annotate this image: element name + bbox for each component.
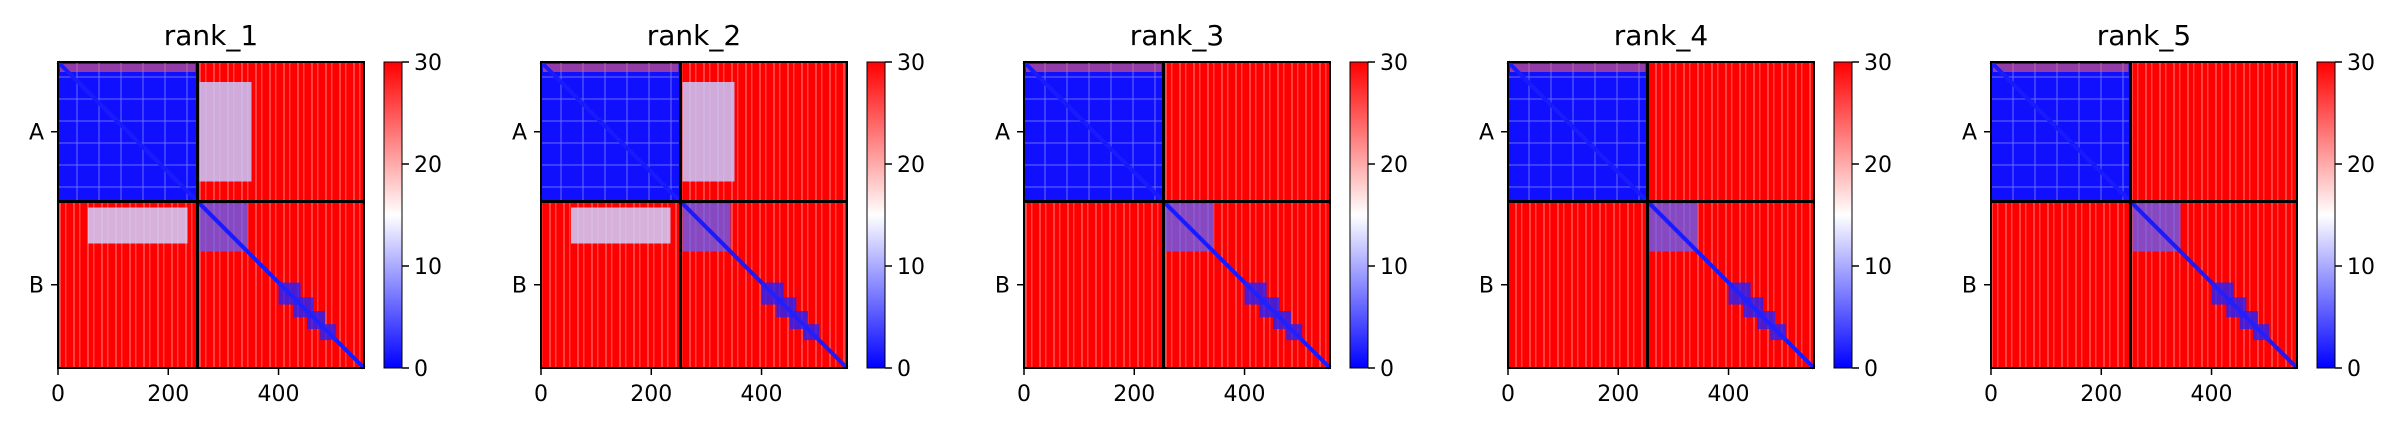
y-tick-label: B: [1962, 274, 1977, 299]
colorbar-frame: [2316, 61, 2336, 369]
y-tick-label: A: [512, 121, 527, 146]
colorbar-frame: [1833, 61, 1853, 369]
x-tick-label: 0: [1017, 382, 1031, 407]
diagonal-domain-4: [320, 324, 337, 341]
x-tick-label: 200: [1113, 382, 1155, 407]
y-tick-label: B: [1479, 274, 1494, 299]
x-tick-label: 0: [534, 382, 548, 407]
diagonal-domain-4: [803, 324, 820, 341]
block-AB: [1163, 62, 1330, 202]
chart-panel-4: rank_4 0 200 400 A B 0 10 20 30: [1479, 19, 1892, 407]
colorbar-tick-label: 10: [1864, 255, 1892, 280]
block-AA-edge: [60, 64, 196, 72]
y-tick-label: A: [1962, 121, 1977, 146]
x-tick-label: 200: [630, 382, 672, 407]
chart-panel-2: rank_2 0 200 400 A B 0 10 20 30: [512, 19, 925, 407]
chart-panel-5: rank_5 0 200 400 A B 0 10 20 30: [1962, 19, 2375, 407]
block-BA-partial: [571, 207, 671, 244]
colorbar-tick-label: 10: [2347, 255, 2375, 280]
chart-title: rank_5: [2097, 19, 2191, 52]
y-tick-label: B: [512, 274, 527, 299]
x-tick-label: 200: [2080, 382, 2122, 407]
chart-title: rank_4: [1614, 19, 1708, 52]
colorbar-tick-label: 10: [1380, 255, 1408, 280]
colorbar: [1834, 62, 1852, 368]
colorbar-tick-label: 0: [1864, 357, 1878, 382]
chart-title: rank_1: [164, 19, 258, 52]
block-AA-edge: [1026, 64, 1162, 72]
x-tick-label: 200: [147, 382, 189, 407]
colorbar-tick-label: 30: [1864, 51, 1892, 76]
chart-panel-1: rank_1 0 200 400 A B 0 10 20 30: [29, 19, 442, 407]
colorbar-tick-label: 10: [897, 255, 925, 280]
diagonal-domain-4: [2253, 324, 2270, 341]
chart-title: rank_2: [647, 19, 741, 52]
x-tick-label: 400: [2191, 382, 2233, 407]
axes-frame: [540, 61, 848, 369]
y-tick-label: B: [29, 274, 44, 299]
block-AA-edge: [1993, 64, 2129, 72]
heatmap: [1989, 60, 2299, 370]
block-AB-partial: [199, 82, 252, 182]
x-tick-label: 400: [1224, 382, 1266, 407]
colorbar-frame: [866, 61, 886, 369]
y-tick-label: A: [1479, 121, 1494, 146]
colorbar: [2317, 62, 2335, 368]
block-AB: [1647, 62, 1814, 202]
colorbar-tick-label: 20: [1380, 153, 1408, 178]
diagonal-domain-4: [1286, 324, 1303, 341]
colorbar-tick-label: 20: [414, 153, 442, 178]
colorbar: [1350, 62, 1368, 368]
x-tick-label: 400: [741, 382, 783, 407]
chart-title: rank_3: [1130, 19, 1224, 52]
axes-frame: [1507, 61, 1815, 369]
heatmap: [56, 60, 366, 370]
y-tick-label: A: [29, 121, 44, 146]
block-AB: [2130, 62, 2297, 202]
colorbar-tick-label: 20: [897, 153, 925, 178]
x-tick-label: 200: [1597, 382, 1639, 407]
colorbar-tick-label: 10: [414, 255, 442, 280]
colorbar-tick-label: 0: [897, 357, 911, 382]
x-tick-label: 400: [1708, 382, 1750, 407]
y-tick-label: B: [995, 274, 1010, 299]
x-tick-label: 0: [51, 382, 65, 407]
block-BA-partial: [88, 207, 188, 244]
colorbar-frame: [383, 61, 403, 369]
chart-panel-3: rank_3 0 200 400 A B 0 10 20 30: [995, 19, 1408, 407]
heatmap: [1506, 60, 1816, 370]
diagonal-domain-4: [1770, 324, 1787, 341]
axes-frame: [57, 61, 365, 369]
heatmap: [539, 60, 849, 370]
x-tick-label: 0: [1501, 382, 1515, 407]
axes-frame: [1990, 61, 2298, 369]
colorbar-tick-label: 30: [1380, 51, 1408, 76]
colorbar: [867, 62, 885, 368]
axes-frame: [1023, 61, 1331, 369]
colorbar-frame: [1349, 61, 1369, 369]
colorbar-tick-label: 30: [2347, 51, 2375, 76]
colorbar-tick-label: 30: [414, 51, 442, 76]
block-AA-edge: [543, 64, 679, 72]
x-tick-label: 400: [258, 382, 300, 407]
colorbar-tick-label: 20: [2347, 153, 2375, 178]
colorbar: [384, 62, 402, 368]
block-AA-edge: [1510, 64, 1646, 72]
colorbar-tick-label: 20: [1864, 153, 1892, 178]
block-AB-partial: [682, 82, 735, 182]
colorbar-tick-label: 0: [1380, 357, 1394, 382]
colorbar-tick-label: 0: [2347, 357, 2361, 382]
colorbar-tick-label: 30: [897, 51, 925, 76]
y-tick-label: A: [995, 121, 1010, 146]
colorbar-tick-label: 0: [414, 357, 428, 382]
heatmap: [1022, 60, 1332, 370]
x-tick-label: 0: [1984, 382, 1998, 407]
